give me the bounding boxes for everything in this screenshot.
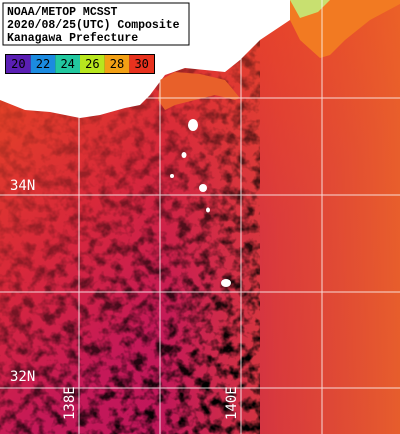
colorbar-tick: 22 xyxy=(36,57,50,71)
lat-label: 34N xyxy=(10,178,35,194)
header-line: NOAA/METOP MCSST xyxy=(7,6,118,19)
colorbar-tick: 30 xyxy=(134,57,148,71)
header-box xyxy=(2,2,190,46)
colorbar-tick: 20 xyxy=(11,57,25,71)
colorbar-swatch xyxy=(104,55,130,73)
sagami-bay xyxy=(158,72,240,110)
header-line: Kanagawa Prefecture xyxy=(7,32,138,45)
lon-label: 138E xyxy=(62,386,78,420)
colorbar-swatch xyxy=(55,55,80,73)
islands xyxy=(170,119,231,287)
colorbar-tick: 28 xyxy=(110,57,124,71)
tokyo-bay xyxy=(290,0,330,18)
colorbar-swatch xyxy=(6,55,31,73)
colorbar: 20 22 24 26 28 30 xyxy=(5,54,155,74)
colorbar-swatch xyxy=(80,55,105,73)
sea-north xyxy=(290,0,400,58)
colorbar-tick: 24 xyxy=(60,57,74,71)
colorbar-swatch xyxy=(30,55,56,73)
lat-label: 32N xyxy=(10,369,35,385)
colorbar-swatch xyxy=(129,55,154,73)
lon-label: 140E xyxy=(224,386,240,420)
header-line: 2020/08/25(UTC) Composite xyxy=(7,19,180,32)
colorbar-tick: 26 xyxy=(85,57,99,71)
